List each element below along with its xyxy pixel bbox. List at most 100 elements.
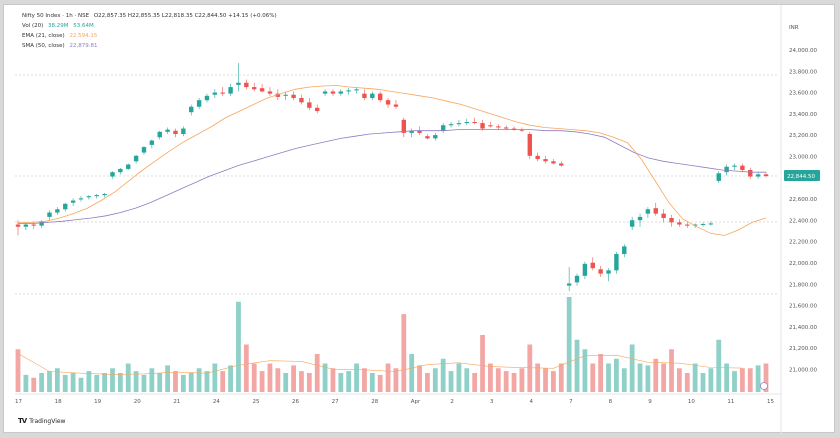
volume-bar (377, 374, 383, 392)
candle-body (63, 203, 68, 210)
volume-bar (173, 371, 178, 392)
candle-body (204, 95, 210, 101)
time-tick-label: 21 (173, 399, 180, 405)
volume-bar (401, 314, 407, 392)
volume-bar (228, 365, 233, 392)
volume-bar (31, 377, 37, 392)
candle-body (47, 212, 52, 217)
candle-body (401, 119, 407, 133)
candle-body (315, 107, 320, 112)
candle-body (236, 82, 241, 85)
candle-body (511, 128, 517, 130)
price-tick-label: 23,800.00 (789, 69, 817, 75)
candle-body (55, 209, 60, 213)
volume-bar (621, 368, 627, 392)
price-axis[interactable]: 24,000.00 23,800.00 23,600.00 23,400.00 23,2… (789, 48, 817, 374)
legend-ema-value: 22,594.15 (69, 33, 98, 39)
volume-bar (582, 349, 588, 392)
legend-volume-line[interactable]: Vol (20) 38.29M 53.64M (22, 23, 97, 29)
time-tick-label: 27 (332, 399, 339, 405)
volume-bar (645, 365, 651, 392)
price-tick-label: 23,600.00 (789, 91, 817, 97)
volume-bar (763, 363, 769, 392)
price-tick-label: 23,000.00 (789, 155, 817, 161)
volume-bar (117, 373, 123, 392)
candle-body (393, 104, 399, 107)
candle-body (590, 262, 595, 269)
candle-body (653, 208, 658, 214)
price-tick-label: 21,400.00 (789, 325, 817, 331)
candle-body (755, 174, 761, 177)
volume-bar (188, 373, 194, 392)
candle-body (559, 163, 564, 166)
candle-body (503, 127, 509, 129)
volume-bar (15, 349, 21, 392)
candle-body (370, 93, 375, 98)
price-tick-label: 22,600.00 (789, 197, 817, 203)
candle-body (31, 224, 36, 226)
volume-bar (488, 363, 493, 392)
volume-bar (39, 373, 45, 392)
volume-bar (23, 374, 29, 392)
candle-body (543, 159, 548, 162)
volume-bar (47, 371, 52, 392)
volume-bar (306, 373, 312, 392)
volume-bar (346, 371, 352, 392)
candle-body (472, 122, 477, 124)
candle-body (685, 224, 690, 226)
volume-bar (598, 354, 604, 392)
candle-body (456, 123, 462, 125)
price-tick-label: 22,200.00 (789, 240, 817, 246)
volume-bar (417, 365, 422, 392)
volume-bar (236, 301, 241, 392)
tradingview-logo[interactable]: TV TradingView (18, 417, 65, 425)
candle-body (582, 263, 588, 276)
candle-body (244, 82, 249, 88)
time-tick-label: 9 (648, 399, 652, 405)
price-tick-label: 23,200.00 (789, 133, 817, 139)
time-tick-label: 19 (94, 399, 101, 405)
volume-bar (684, 373, 690, 392)
price-tick-label: 21,000.00 (789, 368, 817, 374)
candle-body (740, 165, 745, 170)
candle-body (118, 168, 123, 173)
candle-body (724, 166, 729, 173)
legend-sma-label: SMA (50, close) (22, 43, 65, 49)
volume-bar (676, 368, 682, 392)
volume-bar (204, 371, 210, 392)
candle-body (661, 213, 666, 218)
last-price-label: 22,844.50 (787, 174, 815, 180)
candle-body (338, 91, 344, 94)
ema-21-line (18, 85, 767, 236)
volume-bar (558, 363, 564, 392)
legend-ema-line[interactable]: EMA (21, close) 22,594.15 (22, 33, 100, 39)
volume-bar (291, 365, 296, 392)
volume-bar (369, 373, 375, 392)
chart-canvas[interactable]: INR 24,000.00 23,800.00 23,600.00 23,400.00… (4, 5, 836, 434)
tradingview-logo-icon: TV (18, 417, 27, 425)
event-marker-icon[interactable] (760, 382, 768, 390)
time-tick-label: 25 (252, 399, 259, 405)
volume-bar (165, 365, 170, 392)
candle-body (519, 129, 525, 131)
volume-bar (393, 368, 399, 392)
volume-bar (755, 365, 761, 392)
candle-body (291, 94, 296, 98)
candle-body (220, 92, 225, 94)
price-tick-label: 22,000.00 (789, 261, 817, 267)
candle-body (566, 283, 572, 286)
time-axis[interactable]: 17 18 19 20 21 24 25 26 27 28 Apr 2 3 4 7 8 9 10 11 15 (15, 399, 774, 405)
volume-bar (125, 363, 131, 392)
candle-body (189, 106, 194, 113)
volume-bar (299, 371, 304, 392)
volume-bar (362, 368, 367, 392)
volume-bar (102, 373, 108, 392)
volume-bar (661, 363, 667, 392)
volume-bar (551, 371, 556, 392)
volume-bar (590, 363, 596, 392)
volume-bar (354, 363, 359, 392)
volume-bar (700, 373, 706, 392)
candle-body (385, 100, 391, 105)
legend-symbol[interactable]: Nifty 50 Index · 1h · NSE (22, 13, 90, 19)
legend-sma-line[interactable]: SMA (50, close) 22,879.81 (22, 43, 100, 49)
